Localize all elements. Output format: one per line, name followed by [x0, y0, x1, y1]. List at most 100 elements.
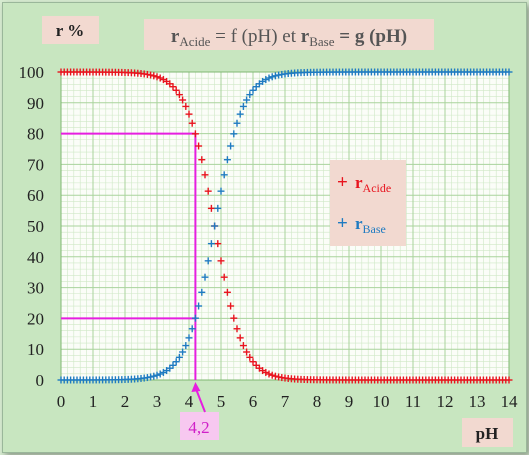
point-base: [147, 373, 155, 381]
point-base: [220, 171, 228, 179]
point-base: [214, 204, 222, 212]
point-base: [156, 370, 164, 378]
point-base: [217, 187, 225, 195]
point-base: [204, 257, 212, 265]
legend-item-acide: + rAcide: [337, 172, 391, 195]
title-box: [144, 19, 434, 50]
point-base: [230, 130, 238, 138]
point-base: [271, 72, 279, 80]
point-base: [185, 334, 193, 342]
x-tick-label: 4: [185, 392, 194, 411]
point-acide: [191, 130, 199, 138]
point-acide: [153, 73, 161, 81]
point-acide: [505, 376, 513, 384]
point-acide: [223, 288, 231, 296]
y-tick-label: 40: [27, 248, 44, 267]
point-acide: [198, 156, 206, 164]
point-base: [150, 372, 158, 380]
x-tick-label: 5: [217, 392, 226, 411]
y-axis-label: r %: [56, 21, 85, 40]
point-base: [153, 371, 161, 379]
point-acide: [230, 314, 238, 322]
point-acide: [185, 110, 193, 118]
point-acide: [217, 257, 225, 265]
point-acide: [239, 342, 247, 350]
x-tick-label: 10: [373, 392, 390, 411]
legend-item-base: + rBase: [337, 213, 386, 236]
point-base: [233, 119, 241, 127]
x-tick-label: 0: [57, 392, 66, 411]
point-base: [249, 86, 257, 94]
point-acide: [268, 371, 276, 379]
point-base: [243, 96, 251, 104]
point-acide: [147, 71, 155, 79]
point-acide: [246, 353, 254, 361]
point-acide: [265, 370, 273, 378]
point-acide: [156, 74, 164, 82]
point-base: [227, 142, 235, 150]
xlabel-box: [462, 418, 513, 447]
y-tick-label: 70: [27, 155, 44, 174]
point-base: [236, 110, 244, 118]
point-base: [265, 74, 273, 82]
y-tick-labels: 0 10 20 30 40 50 60 70 80 90 100: [19, 63, 45, 390]
annotation-box: [180, 412, 219, 440]
legend-box: [330, 160, 406, 246]
y-tick-label: 0: [36, 371, 45, 390]
x-tick-label: 7: [281, 392, 290, 411]
legend-symbol-acide: +: [337, 172, 348, 193]
point-base: [175, 353, 183, 361]
annotation-arrow: [195, 389, 206, 413]
x-tick-label: 2: [121, 392, 130, 411]
point-base: [198, 288, 206, 296]
point-base: [169, 361, 177, 369]
x-axis-label: pH: [476, 424, 499, 443]
ylabel-box: [42, 16, 99, 44]
point-base: [262, 76, 270, 84]
point-acide: [175, 91, 183, 99]
x-tick-label: 13: [469, 392, 486, 411]
x-tick-label: 1: [89, 392, 98, 411]
series-base: [57, 68, 513, 384]
y-tick-label: 30: [27, 279, 44, 298]
point-base: [172, 358, 180, 366]
x-tick-label: 9: [345, 392, 354, 411]
x-tick-label: 14: [501, 392, 519, 411]
point-acide: [271, 372, 279, 380]
point-acide: [243, 348, 251, 356]
x-tick-label: 12: [437, 392, 454, 411]
x-tick-label: 11: [405, 392, 421, 411]
y-tick-label: 50: [27, 217, 44, 236]
legend-label-acide: rAcide: [355, 173, 391, 195]
point-acide: [188, 119, 196, 127]
point-base: [268, 73, 276, 81]
y-tick-label: 100: [19, 63, 45, 82]
point-base: [182, 342, 190, 350]
point-acide: [195, 142, 203, 150]
point-acide: [207, 204, 215, 212]
annotation-label: 4,2: [188, 418, 209, 437]
legend-symbol-base: +: [337, 213, 348, 234]
x-tick-label: 8: [313, 392, 322, 411]
point-base: [188, 325, 196, 333]
point-base: [239, 102, 247, 110]
point-acide: [150, 72, 158, 80]
chart-title: rAcide = f (pH) et rBase = g (pH): [171, 26, 407, 49]
point-base: [223, 156, 231, 164]
point-base: [201, 273, 209, 281]
point-acide: [169, 83, 177, 91]
y-tick-label: 10: [27, 340, 44, 359]
point-base: [179, 348, 187, 356]
point-acide: [262, 368, 270, 376]
point-base: [195, 302, 203, 310]
x-tick-labels: 0 1 2 3 4 5 6 7 8 9 10 11 12 13 14: [57, 392, 518, 411]
point-acide: [236, 334, 244, 342]
y-tick-label: 60: [27, 186, 44, 205]
point-base: [191, 314, 199, 322]
point-acide: [201, 171, 209, 179]
point-acide: [220, 273, 228, 281]
point-acide: [179, 96, 187, 104]
point-acide: [214, 240, 222, 248]
y-tick-label: 20: [27, 309, 44, 328]
